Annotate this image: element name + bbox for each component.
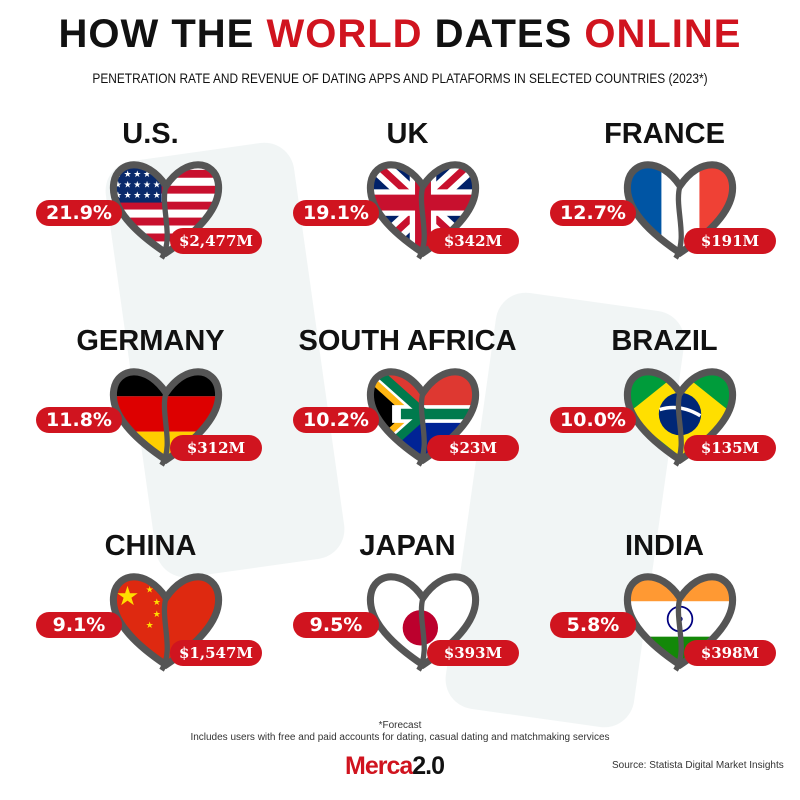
country-card: FRANCE 12.7% $191M — [536, 118, 793, 318]
penetration-rate-label: 11.8% — [36, 407, 122, 433]
revenue-label: $342M — [427, 228, 519, 254]
revenue-label: $135M — [684, 435, 776, 461]
country-card: UK 19.1% $342M — [279, 118, 536, 318]
svg-text:★: ★ — [153, 180, 161, 190]
svg-text:★: ★ — [143, 169, 151, 179]
country-name: JAPAN — [359, 530, 456, 562]
penetration-rate-label: 9.1% — [36, 612, 122, 638]
svg-text:★: ★ — [153, 597, 161, 607]
svg-text:★: ★ — [116, 581, 140, 611]
revenue-label: $398M — [684, 640, 776, 666]
merca-logo: Merca2.0 — [345, 752, 445, 780]
revenue-label: $312M — [170, 435, 262, 461]
penetration-rate-label: 5.8% — [550, 612, 636, 638]
penetration-rate-label: 12.7% — [550, 200, 636, 226]
forecast-note: *Forecast — [378, 720, 422, 731]
svg-text:★: ★ — [124, 169, 132, 179]
country-name: GERMANY — [76, 325, 225, 357]
svg-text:★: ★ — [133, 180, 141, 190]
country-name: BRAZIL — [611, 325, 718, 357]
source-note: Source: Statista Digital Market Insights — [612, 760, 784, 771]
revenue-label: $393M — [427, 640, 519, 666]
svg-text:★: ★ — [124, 180, 132, 190]
svg-text:★: ★ — [143, 190, 151, 200]
svg-text:★: ★ — [143, 180, 151, 190]
svg-text:★: ★ — [153, 190, 161, 200]
revenue-label: $2,477M — [170, 228, 262, 254]
country-name: INDIA — [625, 530, 704, 562]
country-card: JAPAN 9.5% $393M — [279, 530, 536, 730]
svg-text:★: ★ — [114, 180, 122, 190]
country-card: BRAZIL 10.0% $135M — [536, 325, 793, 525]
users-note: Includes users with free and paid accoun… — [190, 732, 610, 743]
svg-text:★: ★ — [146, 620, 154, 630]
svg-text:★: ★ — [153, 158, 161, 168]
country-card: SOUTH AFRICA 10.2% $23M — [279, 325, 536, 525]
penetration-rate-label: 19.1% — [293, 200, 379, 226]
svg-text:★: ★ — [124, 190, 132, 200]
svg-text:★: ★ — [133, 190, 141, 200]
country-card: INDIA 5.8% $398M — [536, 530, 793, 730]
revenue-label: $23M — [427, 435, 519, 461]
svg-text:★: ★ — [146, 585, 154, 595]
country-name: U.S. — [122, 118, 179, 150]
heart-flag-fr-icon — [623, 161, 737, 260]
country-card: GERMANY 11.8% $312M — [22, 325, 279, 525]
country-name: FRANCE — [604, 118, 725, 150]
page-subtitle: PENETRATION RATE AND REVENUE OF DATING A… — [92, 70, 708, 86]
svg-text:★: ★ — [153, 609, 161, 619]
country-name: UK — [386, 118, 429, 150]
country-card: U.S. ★ ★ ★ ★ ★ ★ ★ ★ ★ ★ ★ ★ ★ ★ ★ ★ ★ ★ ★ ★ 21.9% $2,477M — [22, 118, 279, 318]
heart-flag-us-icon: ★ ★ ★ ★ ★★ ★ ★ ★ ★★ ★ ★ ★ ★★ ★ ★ ★ ★ — [109, 158, 223, 260]
svg-text:★: ★ — [114, 190, 122, 200]
penetration-rate-label: 21.9% — [36, 200, 122, 226]
svg-text:★: ★ — [133, 169, 141, 179]
revenue-label: $191M — [684, 228, 776, 254]
page-title: HOW THE WORLD DATES ONLINE — [58, 12, 742, 56]
penetration-rate-label: 10.0% — [550, 407, 636, 433]
country-name: CHINA — [104, 530, 197, 562]
country-name: SOUTH AFRICA — [298, 325, 517, 357]
country-card: CHINA ★ ★ ★ ★ ★ 9.1% $1,547M — [22, 530, 279, 730]
penetration-rate-label: 10.2% — [293, 407, 379, 433]
revenue-label: $1,547M — [170, 640, 262, 666]
penetration-rate-label: 9.5% — [293, 612, 379, 638]
